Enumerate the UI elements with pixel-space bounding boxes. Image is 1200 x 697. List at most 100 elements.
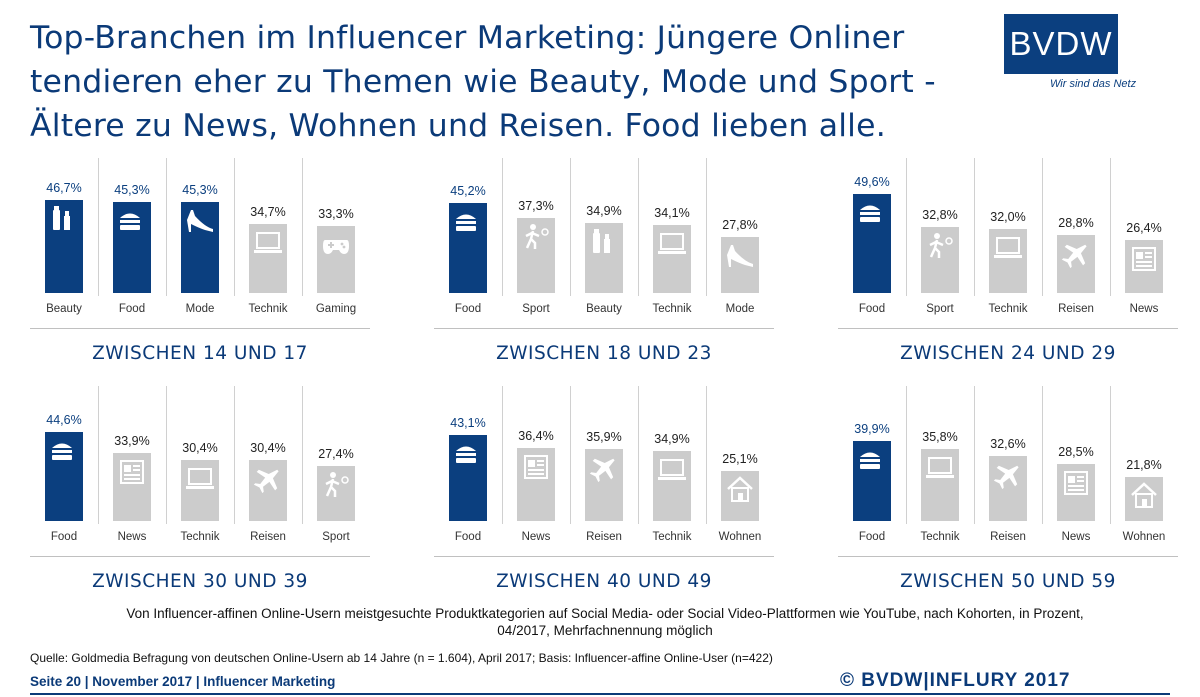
- technik-icon: [658, 232, 686, 254]
- category-label: Reisen: [1058, 303, 1094, 315]
- value-label: 44,6%: [46, 412, 82, 427]
- value-label: 35,9%: [586, 430, 622, 445]
- value-label: 39,9%: [854, 422, 890, 437]
- value-label: 45,3%: [114, 183, 150, 198]
- sport-icon: [325, 472, 349, 498]
- bar-reisen: [249, 460, 287, 521]
- value-label: 34,1%: [654, 205, 690, 220]
- column-separator: [302, 158, 303, 296]
- age-group-label: ZWISCHEN 50 UND 59: [900, 571, 1116, 592]
- category-label: Beauty: [586, 303, 622, 315]
- column-separator: [906, 158, 907, 296]
- bar-technik: [653, 224, 691, 293]
- bar-news: [1057, 464, 1095, 521]
- technik-icon: [658, 459, 686, 481]
- category-label: Technik: [988, 303, 1028, 315]
- value-label: 37,3%: [518, 199, 554, 214]
- category-label: Technik: [180, 531, 220, 543]
- value-label: 27,4%: [318, 447, 354, 462]
- bar-reisen: [585, 449, 623, 521]
- technik-icon: [994, 237, 1022, 258]
- chart-baseline: [838, 328, 1178, 329]
- category-label: Wohnen: [1122, 531, 1166, 543]
- source-note: Quelle: Goldmedia Befragung von deutsche…: [30, 651, 773, 665]
- page-title: Top-Branchen im Influencer Marketing: Jü…: [30, 16, 990, 148]
- news-icon: [1132, 247, 1156, 272]
- column-separator: [1042, 158, 1043, 296]
- value-label: 21,8%: [1126, 458, 1162, 473]
- value-label: 32,6%: [990, 436, 1026, 451]
- technik-icon: [186, 468, 214, 490]
- category-label: Food: [454, 531, 482, 543]
- age-group-label: ZWISCHEN 18 UND 23: [496, 343, 712, 364]
- value-label: 33,3%: [318, 207, 354, 222]
- wohnen-icon: [1131, 482, 1157, 509]
- title-line-1: Top-Branchen im Influencer Marketing: Jü…: [30, 20, 905, 56]
- category-label: Mode: [185, 303, 215, 315]
- category-label: Mode: [725, 303, 755, 315]
- food-icon: [456, 446, 476, 463]
- value-label: 35,8%: [922, 430, 958, 445]
- food-icon: [120, 213, 140, 231]
- category-label: Reisen: [586, 531, 622, 543]
- value-label: 46,7%: [46, 180, 82, 195]
- bar-news: [113, 453, 151, 521]
- column-separator: [1110, 158, 1111, 296]
- column-separator: [638, 158, 639, 296]
- column-separator: [166, 158, 167, 296]
- news-icon: [1064, 471, 1088, 495]
- chart-age-24-29: 49,6% Food 32,8% Sport 32,0% Technik 28,8% Reis…: [838, 158, 1178, 364]
- chart-age-50-59: 39,9% Food 35,8% Technik 32,6% Reisen 28,5% New…: [838, 386, 1178, 592]
- title-line-3: Ältere zu News, Wohnen und Reisen. Food …: [30, 108, 886, 144]
- gaming-icon: [323, 240, 349, 255]
- category-label: Wohnen: [718, 531, 762, 543]
- value-label: 34,7%: [250, 204, 286, 219]
- category-label: News: [521, 531, 551, 543]
- column-separator: [706, 386, 707, 524]
- column-separator: [906, 386, 907, 524]
- bar-mode: [181, 202, 219, 293]
- category-label: Food: [118, 303, 146, 315]
- news-icon: [120, 460, 144, 485]
- value-label: 28,5%: [1058, 445, 1094, 459]
- value-label: 32,8%: [922, 208, 958, 223]
- category-label: Reisen: [250, 531, 286, 543]
- value-label: 26,4%: [1126, 221, 1162, 236]
- category-label: Reisen: [990, 531, 1026, 543]
- bar-beauty: [585, 223, 623, 293]
- column-separator: [98, 386, 99, 524]
- column-separator: [570, 386, 571, 524]
- value-label: 27,8%: [722, 218, 758, 233]
- category-label: News: [1129, 303, 1159, 315]
- age-group-label: ZWISCHEN 30 UND 39: [92, 571, 308, 592]
- category-label: Technik: [248, 303, 288, 315]
- bar-sport: [517, 218, 555, 293]
- value-label: 32,0%: [990, 210, 1026, 224]
- footer-page-info: Seite 20 | November 2017 | Influencer Ma…: [30, 674, 336, 689]
- value-label: 33,9%: [114, 434, 150, 449]
- bar-reisen: [989, 455, 1027, 521]
- age-group-label: ZWISCHEN 40 UND 49: [496, 571, 712, 592]
- value-label: 25,1%: [722, 451, 758, 466]
- column-separator: [502, 386, 503, 524]
- bvdw-logo-tagline: Wir sind das Netz: [1050, 78, 1137, 90]
- technik-icon: [254, 231, 282, 253]
- bar-technik: [249, 223, 287, 293]
- bar-beauty: [45, 199, 83, 293]
- chart-age-40-49: 43,1% Food 36,4% News 35,9% Reisen 34,9% Techni…: [434, 386, 774, 592]
- bar-technik: [989, 229, 1027, 293]
- footnote-line-2: 04/2017, Mehrfachnennung möglich: [497, 623, 713, 638]
- category-label: Beauty: [46, 303, 82, 315]
- value-label: 34,9%: [654, 432, 690, 447]
- bar-technik: [181, 460, 219, 521]
- bar-technik: [921, 449, 959, 521]
- value-label: 28,8%: [1058, 216, 1094, 231]
- age-group-label: ZWISCHEN 24 UND 29: [900, 343, 1116, 364]
- wohnen-icon: [727, 476, 753, 502]
- category-label: Technik: [652, 303, 692, 315]
- column-separator: [98, 158, 99, 296]
- category-label: Food: [858, 303, 886, 315]
- chart-baseline: [30, 556, 370, 557]
- category-label: Sport: [522, 303, 550, 315]
- title-line-2: tendieren eher zu Themen wie Beauty, Mod…: [30, 64, 936, 100]
